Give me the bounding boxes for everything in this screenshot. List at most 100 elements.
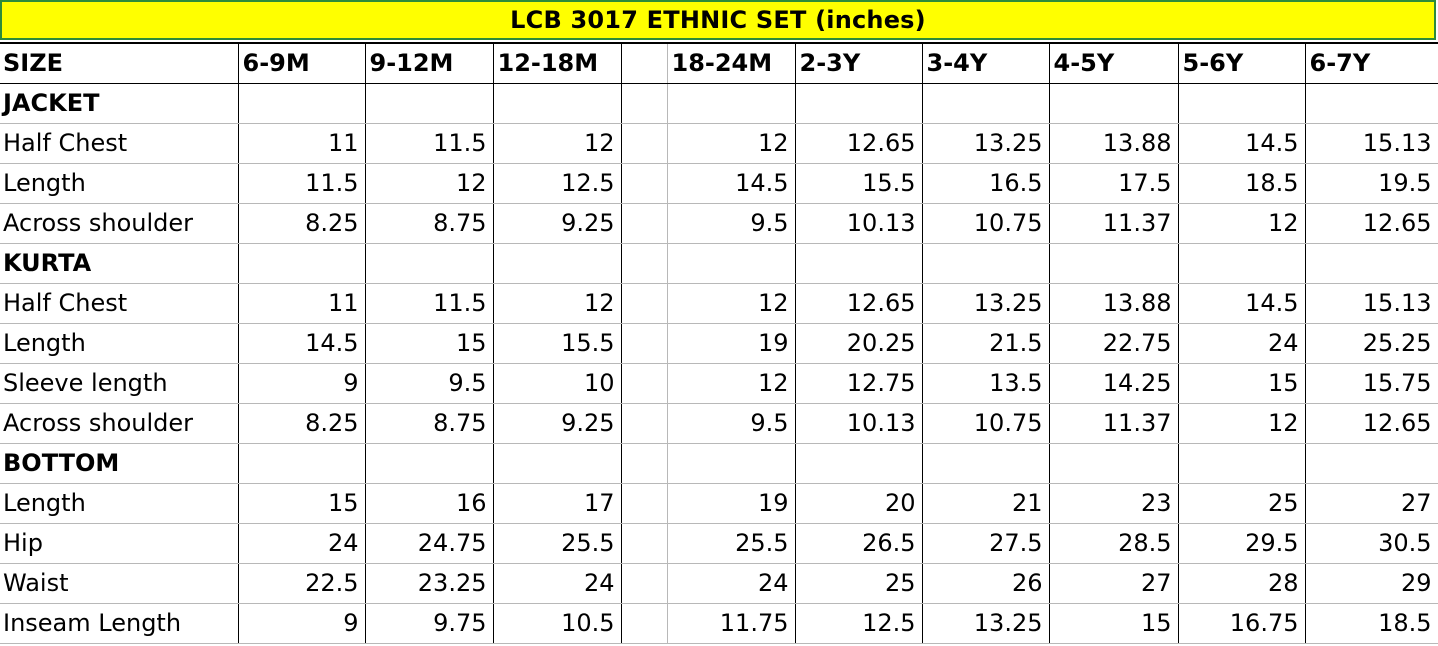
measurement-value[interactable]: 15.5	[795, 163, 923, 204]
measurement-value[interactable]: 14.5	[1178, 123, 1306, 164]
empty-cell[interactable]	[1049, 443, 1179, 484]
measurement-value[interactable]: 25.5	[493, 523, 622, 564]
section-label[interactable]: KURTA	[0, 243, 239, 284]
measurement-value[interactable]: 12	[667, 283, 796, 324]
measurement-value[interactable]: 24	[667, 563, 796, 604]
measurement-label[interactable]: Hip	[0, 523, 239, 564]
measurement-value[interactable]: 12	[1178, 403, 1306, 444]
empty-cell[interactable]	[621, 123, 668, 164]
measurement-value[interactable]: 12	[365, 163, 494, 204]
measurement-value[interactable]: 16.75	[1178, 603, 1306, 644]
measurement-value[interactable]: 28.5	[1049, 523, 1179, 564]
measurement-value[interactable]: 9.5	[667, 203, 796, 244]
measurement-value[interactable]: 22.75	[1049, 323, 1179, 364]
measurement-value[interactable]: 15.13	[1305, 283, 1438, 324]
measurement-label[interactable]: Inseam Length	[0, 603, 239, 644]
measurement-value[interactable]: 20.25	[795, 323, 923, 364]
size-column-header[interactable]: 3-4Y	[922, 42, 1050, 84]
measurement-value[interactable]: 13.25	[922, 283, 1050, 324]
measurement-value[interactable]: 12	[667, 363, 796, 404]
empty-cell[interactable]	[238, 243, 366, 284]
measurement-value[interactable]: 23	[1049, 483, 1179, 524]
empty-cell[interactable]	[621, 363, 668, 404]
size-header-label[interactable]: SIZE	[0, 42, 239, 84]
measurement-value[interactable]: 29.5	[1178, 523, 1306, 564]
measurement-label[interactable]: Half Chest	[0, 283, 239, 324]
empty-cell[interactable]	[1178, 443, 1306, 484]
measurement-value[interactable]: 13.88	[1049, 283, 1179, 324]
empty-cell[interactable]	[621, 243, 668, 284]
measurement-value[interactable]: 9.5	[667, 403, 796, 444]
size-column-header[interactable]: 5-6Y	[1178, 42, 1306, 84]
empty-cell[interactable]	[365, 443, 494, 484]
measurement-value[interactable]: 9.25	[493, 403, 622, 444]
measurement-label[interactable]: Across shoulder	[0, 403, 239, 444]
measurement-value[interactable]: 14.5	[667, 163, 796, 204]
empty-cell[interactable]	[621, 443, 668, 484]
empty-cell[interactable]	[1049, 243, 1179, 284]
measurement-value[interactable]: 28	[1178, 563, 1306, 604]
measurement-value[interactable]: 10.75	[922, 203, 1050, 244]
measurement-value[interactable]: 21	[922, 483, 1050, 524]
measurement-value[interactable]: 14.5	[238, 323, 366, 364]
size-column-header[interactable]: 18-24M	[667, 42, 796, 84]
measurement-value[interactable]: 20	[795, 483, 923, 524]
empty-cell[interactable]	[238, 443, 366, 484]
measurement-value[interactable]: 12	[493, 123, 622, 164]
measurement-value[interactable]: 12.75	[795, 363, 923, 404]
measurement-value[interactable]: 27	[1049, 563, 1179, 604]
measurement-value[interactable]: 8.75	[365, 403, 494, 444]
empty-cell[interactable]	[1178, 83, 1306, 124]
empty-cell[interactable]	[922, 83, 1050, 124]
empty-cell[interactable]	[667, 443, 796, 484]
measurement-value[interactable]: 12	[493, 283, 622, 324]
measurement-value[interactable]: 11.37	[1049, 203, 1179, 244]
measurement-value[interactable]: 13.5	[922, 363, 1050, 404]
measurement-value[interactable]: 11.5	[238, 163, 366, 204]
measurement-value[interactable]: 13.25	[922, 603, 1050, 644]
empty-cell[interactable]	[621, 603, 668, 644]
measurement-value[interactable]: 8.25	[238, 203, 366, 244]
measurement-value[interactable]: 17	[493, 483, 622, 524]
section-label[interactable]: JACKET	[0, 83, 239, 124]
measurement-label[interactable]: Length	[0, 483, 239, 524]
measurement-value[interactable]: 11	[238, 283, 366, 324]
measurement-value[interactable]: 12.65	[795, 283, 923, 324]
size-column-header[interactable]: 12-18M	[493, 42, 622, 84]
measurement-value[interactable]: 23.25	[365, 563, 494, 604]
empty-cell[interactable]	[795, 83, 923, 124]
measurement-value[interactable]: 16	[365, 483, 494, 524]
measurement-value[interactable]: 14.5	[1178, 283, 1306, 324]
measurement-label[interactable]: Sleeve length	[0, 363, 239, 404]
measurement-label[interactable]: Half Chest	[0, 123, 239, 164]
empty-cell[interactable]	[795, 243, 923, 284]
empty-cell[interactable]	[667, 243, 796, 284]
measurement-value[interactable]: 10	[493, 363, 622, 404]
measurement-value[interactable]: 25.25	[1305, 323, 1438, 364]
empty-cell[interactable]	[1049, 83, 1179, 124]
measurement-value[interactable]: 10.13	[795, 403, 923, 444]
measurement-value[interactable]: 12	[1178, 203, 1306, 244]
measurement-value[interactable]: 12.65	[1305, 403, 1438, 444]
size-column-header[interactable]: 6-9M	[238, 42, 366, 84]
measurement-value[interactable]: 30.5	[1305, 523, 1438, 564]
measurement-value[interactable]: 24	[493, 563, 622, 604]
measurement-value[interactable]: 9	[238, 603, 366, 644]
empty-cell[interactable]	[365, 83, 494, 124]
measurement-value[interactable]: 15.13	[1305, 123, 1438, 164]
empty-cell[interactable]	[621, 523, 668, 564]
section-label[interactable]: BOTTOM	[0, 443, 239, 484]
measurement-value[interactable]: 29	[1305, 563, 1438, 604]
measurement-value[interactable]: 18.5	[1178, 163, 1306, 204]
measurement-label[interactable]: Across shoulder	[0, 203, 239, 244]
empty-cell[interactable]	[493, 443, 622, 484]
measurement-value[interactable]: 9.75	[365, 603, 494, 644]
measurement-value[interactable]: 10.5	[493, 603, 622, 644]
measurement-value[interactable]: 11.5	[365, 283, 494, 324]
empty-cell[interactable]	[621, 42, 668, 84]
measurement-value[interactable]: 27	[1305, 483, 1438, 524]
empty-cell[interactable]	[621, 163, 668, 204]
measurement-value[interactable]: 11.37	[1049, 403, 1179, 444]
empty-cell[interactable]	[1178, 243, 1306, 284]
empty-cell[interactable]	[922, 443, 1050, 484]
